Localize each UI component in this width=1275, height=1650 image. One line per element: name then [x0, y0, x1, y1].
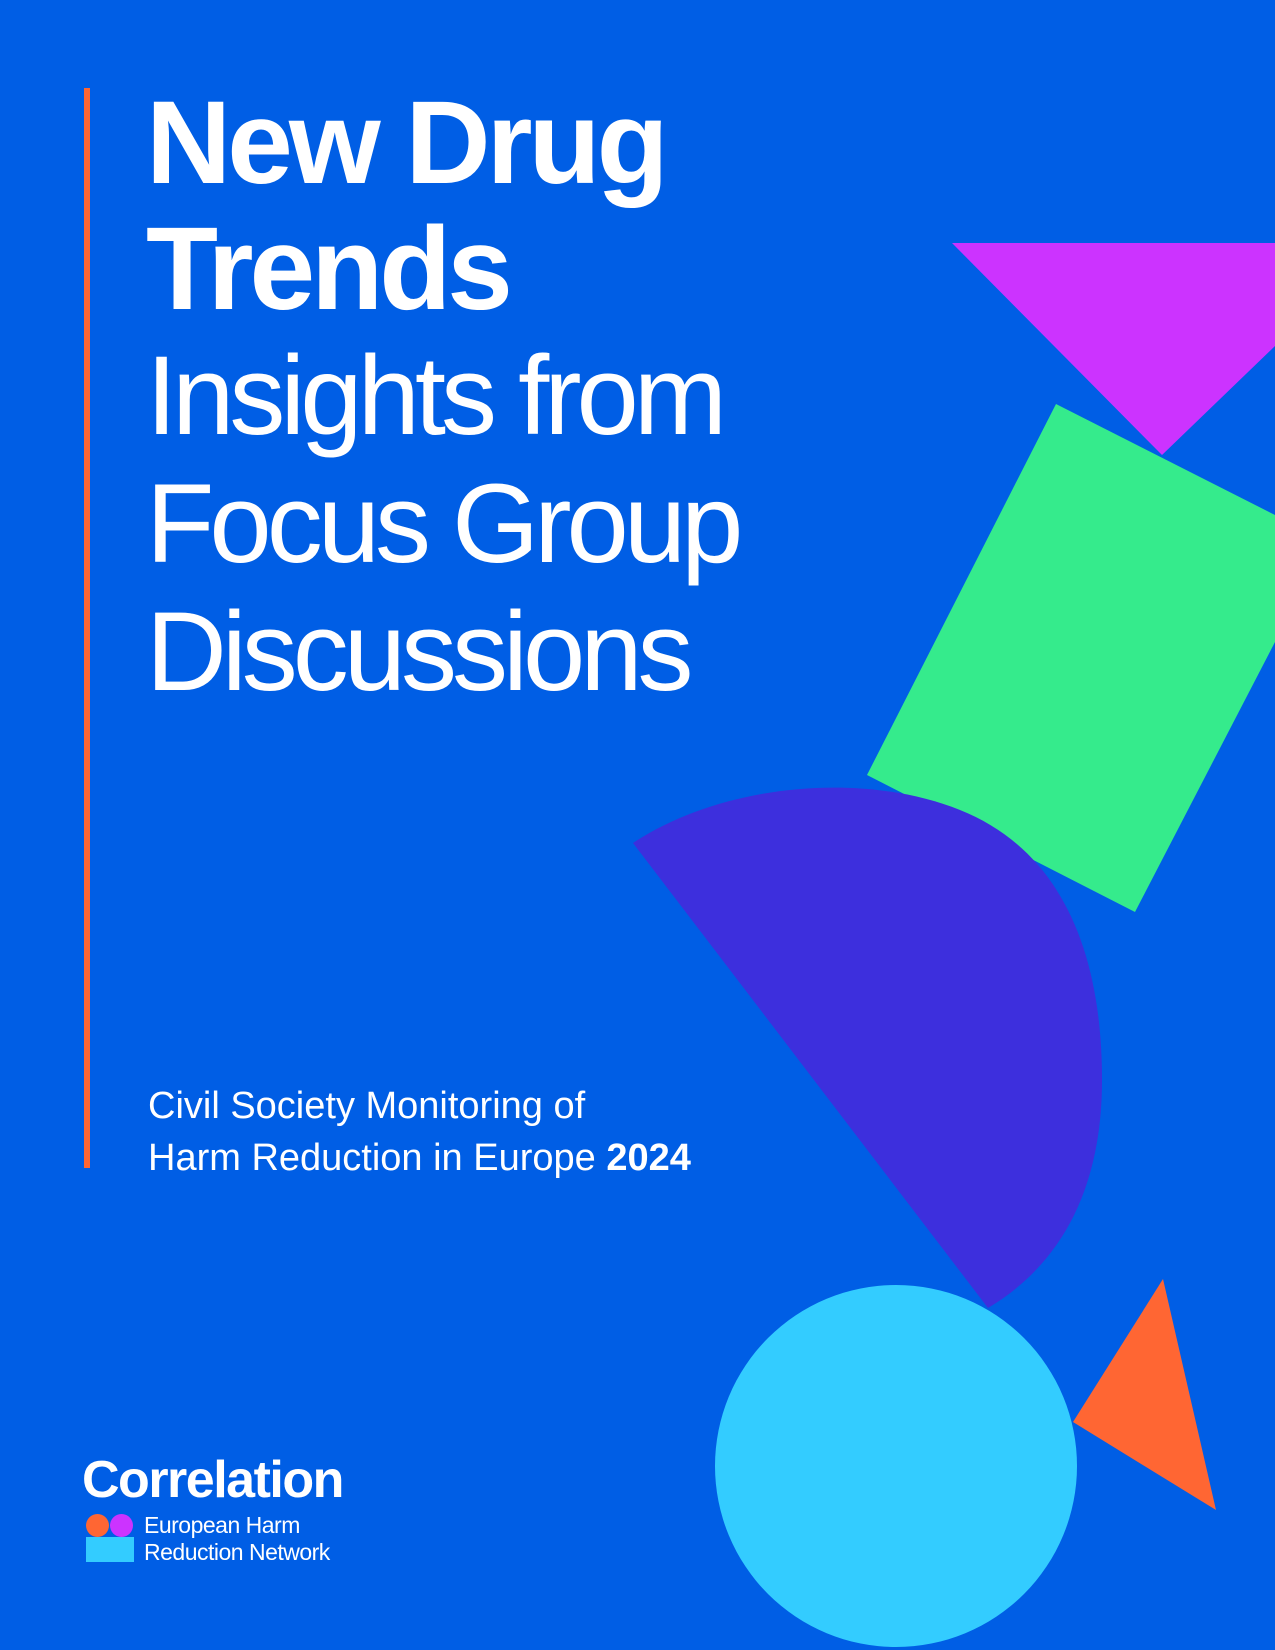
green-rectangle-shape: [867, 404, 1275, 912]
network-logo-icon: [86, 1514, 134, 1562]
correlation-logo: Correlation European Harm Reduction Netw…: [82, 1451, 344, 1568]
series-label: Civil Society Monitoring of Harm Reducti…: [148, 1080, 691, 1184]
subtitle-line-2: Focus Group: [146, 461, 743, 586]
title-line-1: New Drug: [146, 77, 669, 209]
orange-triangle-shape: [1073, 1279, 1216, 1510]
magenta-triangle-shape: [952, 243, 1275, 455]
cyan-circle-shape: [715, 1285, 1077, 1647]
title-block: New Drug Trends Insights from Focus Grou…: [146, 77, 743, 716]
subtitle-line-1: Insights from: [146, 333, 727, 458]
series-line-2: Harm Reduction in Europe 2024: [148, 1137, 691, 1179]
subtitle-line-3: Discussions: [146, 589, 694, 714]
series-year: 2024: [606, 1137, 691, 1179]
logo-org-name: European Harm Reduction Network: [144, 1512, 330, 1565]
title-line-2: Trends: [146, 203, 513, 335]
accent-bar: [84, 88, 90, 1168]
series-line-1: Civil Society Monitoring of: [148, 1085, 586, 1127]
indigo-semicircle-shape: [633, 787, 1102, 1308]
logo-subline: European Harm Reduction Network: [82, 1512, 343, 1568]
logo-wordmark: Correlation: [82, 1451, 344, 1509]
